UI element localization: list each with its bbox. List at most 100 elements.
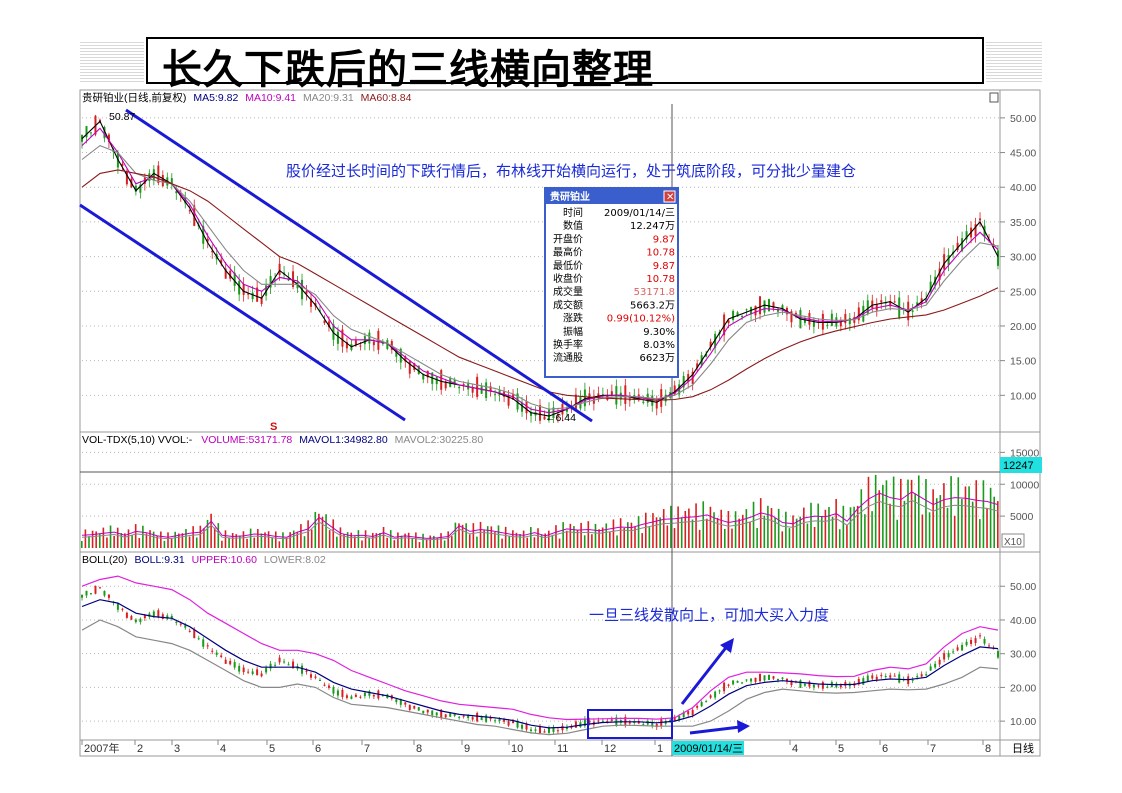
volume-bar: [235, 534, 238, 548]
series-line: [81, 491, 999, 539]
volume-bar: [752, 501, 755, 548]
candle-body: [256, 669, 259, 676]
candle-body: [920, 674, 923, 677]
candle-body: [107, 134, 110, 143]
volume-bar: [522, 530, 525, 548]
candle-body: [543, 416, 546, 420]
volume-bar: [95, 531, 97, 548]
candle-body: [89, 132, 92, 134]
candle-body: [803, 683, 806, 686]
volume-bar: [116, 527, 119, 548]
popup-row-value: 10.78: [646, 248, 675, 259]
y-tick-label: 30.00: [1010, 252, 1036, 264]
candle-body: [103, 590, 106, 596]
candle-body: [444, 381, 447, 389]
candle-body: [871, 675, 874, 679]
volume-bar: [91, 530, 94, 548]
candle-body: [866, 675, 869, 682]
candle-body: [134, 619, 137, 623]
candle-body: [242, 283, 245, 295]
volume-bar: [217, 523, 220, 548]
candle-body: [835, 683, 838, 688]
candle-body: [700, 702, 703, 707]
volume-bar: [325, 514, 327, 548]
candle-body: [615, 717, 618, 725]
volume-bar: [458, 523, 460, 548]
candle-body: [260, 673, 263, 677]
popup-close-button[interactable]: [663, 190, 676, 203]
volume-bar: [407, 532, 410, 548]
candle-body: [727, 684, 730, 686]
bollinger-bands: [81, 575, 999, 736]
volume-bar: [612, 519, 615, 548]
candle-body: [345, 695, 348, 698]
candle-body: [512, 720, 515, 724]
volume-bar: [371, 532, 374, 548]
volume-bar: [820, 516, 823, 548]
volume-bar: [634, 527, 636, 548]
volume-bar: [609, 531, 611, 548]
volume-bar: [917, 475, 920, 548]
volume-bar: [188, 536, 191, 548]
volume-bar: [831, 516, 834, 548]
volume-bar: [386, 537, 388, 548]
volume-bar: [264, 532, 266, 548]
volume-bar: [698, 529, 701, 548]
boll-candlesticks: [81, 585, 999, 735]
x-tick-label: 10: [511, 743, 523, 755]
volume-bar: [257, 529, 259, 548]
volume-bar: [515, 532, 518, 548]
volume-bar: [580, 522, 582, 548]
panel-maximize-icon[interactable]: [989, 92, 999, 103]
candle-body: [848, 317, 851, 325]
volume-bar: [540, 534, 543, 548]
candle-body: [368, 332, 371, 344]
volume-bar: [871, 511, 873, 548]
candle-body: [238, 281, 241, 295]
volume-bar: [429, 535, 432, 548]
candle-body: [759, 673, 762, 682]
candle-body: [624, 717, 627, 725]
candle-body: [552, 407, 555, 419]
volume-bar: [404, 533, 406, 548]
candle-body: [956, 647, 959, 651]
volume-bar: [228, 537, 230, 548]
volume-bar: [637, 516, 640, 548]
candle-body: [471, 717, 474, 720]
volume-bar: [483, 530, 485, 548]
popup-row-value: 6623万: [640, 353, 675, 364]
x-tick-label: 6: [882, 743, 888, 755]
popup-row-value: 9.87: [653, 234, 675, 245]
x-tick-label: 5: [838, 743, 844, 755]
candle-body: [323, 320, 326, 324]
candle-body: [489, 386, 492, 392]
volume-bar: [504, 526, 507, 548]
volume-bar: [709, 506, 712, 548]
volume-bar: [134, 524, 137, 548]
volume-bar: [953, 515, 956, 548]
volume-bar: [389, 530, 392, 548]
volume-bar: [759, 498, 762, 548]
candle-body: [655, 401, 658, 409]
candle-body: [408, 704, 411, 710]
candle-body: [911, 679, 914, 681]
candle-body: [417, 707, 420, 711]
y-tick-label: 15.00: [1010, 356, 1036, 368]
candle-body: [925, 674, 928, 676]
volume-bar: [213, 527, 216, 548]
volume-bar: [641, 533, 643, 548]
candle-body: [812, 684, 815, 688]
candle-body: [94, 585, 97, 594]
x10-label: X10: [1004, 537, 1022, 548]
y-tick-label: 10.00: [1010, 390, 1036, 402]
candle-body: [336, 331, 339, 344]
volume-bar: [486, 526, 489, 548]
candle-body: [925, 299, 928, 302]
candle-body: [826, 324, 829, 326]
volume-bar: [928, 512, 931, 548]
candle-body: [736, 681, 739, 683]
x-tick-label: 7: [364, 743, 370, 755]
candle-body: [399, 699, 402, 705]
